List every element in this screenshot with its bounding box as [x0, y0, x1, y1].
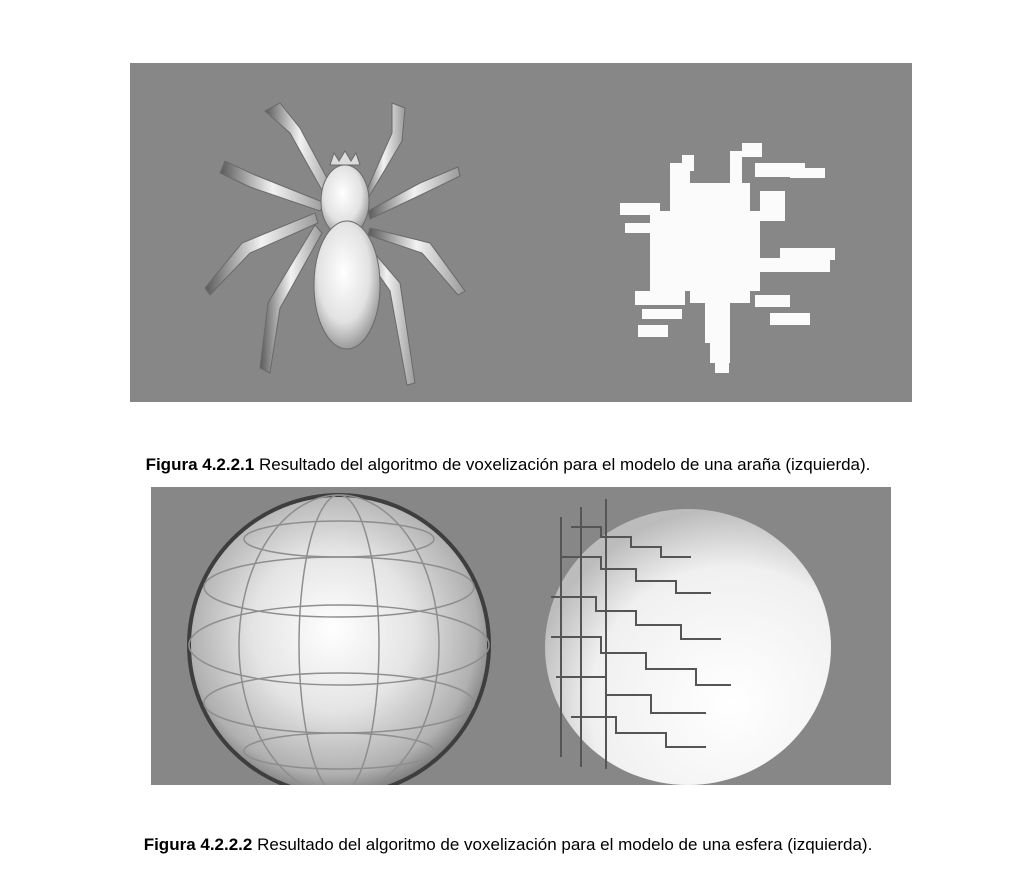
sphere-render: [187, 493, 831, 785]
figure-2-image: [151, 487, 891, 785]
figure-2-text: Resultado del algoritmo de voxelización …: [252, 835, 873, 854]
spider-mesh-model: [204, 102, 466, 386]
spider-voxel-model: [620, 143, 835, 373]
figure-2-label: Figura 4.2.2.2: [143, 835, 253, 854]
figure-2-caption: Figura 4.2.2.2 Resultado del algoritmo d…: [0, 835, 1016, 855]
sphere-mesh-model: [187, 493, 491, 785]
figure-1-label: Figura 4.2.2.1: [145, 455, 255, 474]
figure-1-text: Resultado del algoritmo de voxelización …: [254, 455, 871, 474]
sphere-voxel-model: [545, 499, 831, 785]
spider-render: [204, 102, 835, 386]
figure-1-image: [130, 63, 912, 402]
figure-1-caption: Figura 4.2.2.1 Resultado del algoritmo d…: [0, 455, 1016, 475]
